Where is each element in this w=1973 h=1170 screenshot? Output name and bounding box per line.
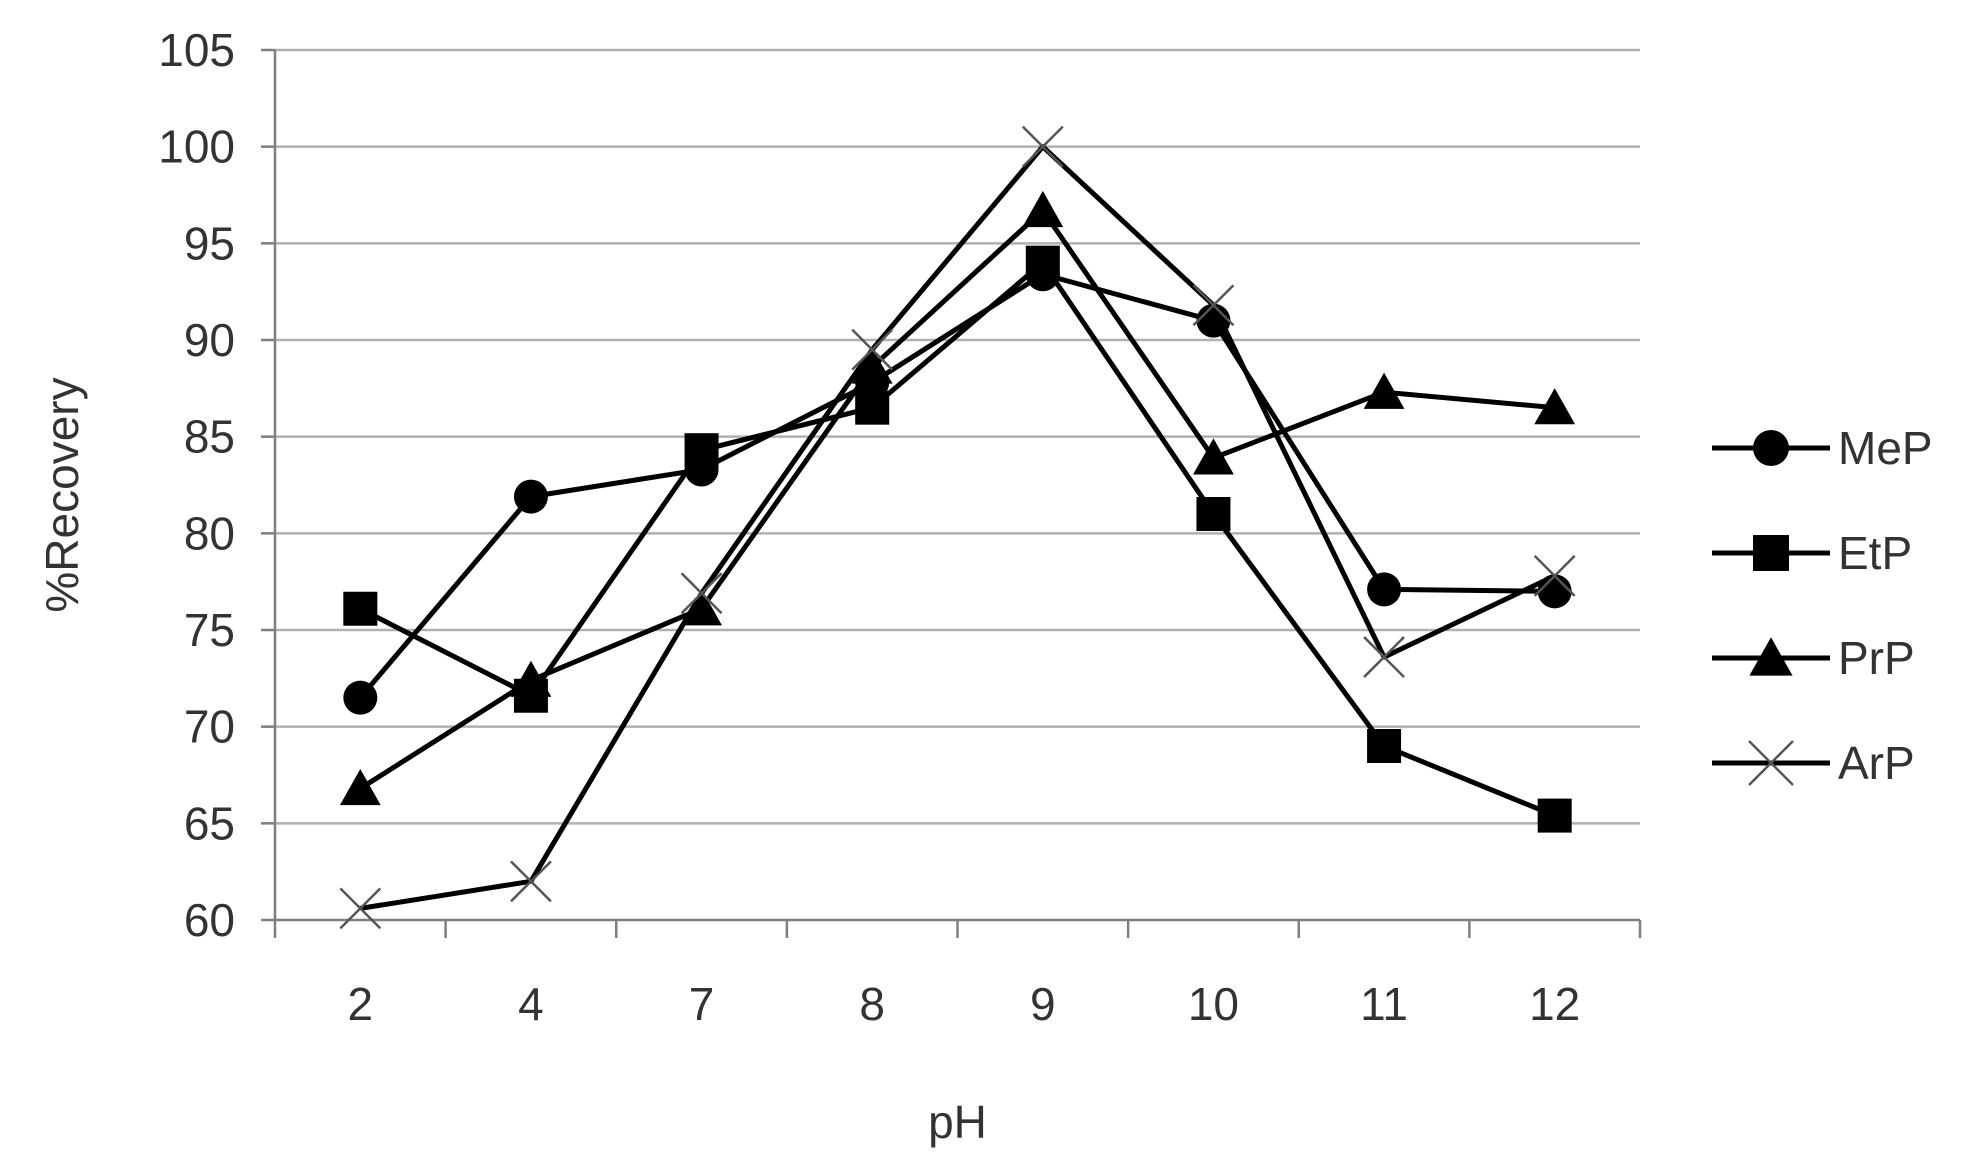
data-point xyxy=(1022,190,1064,228)
y-tick-label: 65 xyxy=(184,797,235,849)
legend-label: EtP xyxy=(1838,527,1912,579)
x-tick-label: 2 xyxy=(348,978,374,1030)
axes xyxy=(261,48,1642,938)
data-point xyxy=(1363,636,1405,678)
x-tick-label: 12 xyxy=(1529,978,1580,1030)
x-tick-label: 10 xyxy=(1188,978,1239,1030)
x-axis-title: pH xyxy=(928,1096,987,1148)
data-point xyxy=(510,860,552,903)
y-tick-label: 75 xyxy=(184,604,235,656)
y-tick-label: 70 xyxy=(184,701,235,753)
data-point xyxy=(1753,535,1789,571)
series-mep xyxy=(343,257,1572,715)
y-tick-label: 95 xyxy=(184,217,235,269)
data-point xyxy=(1363,372,1405,409)
data-point xyxy=(1534,388,1576,425)
y-tick-label: 100 xyxy=(158,121,235,173)
data-point xyxy=(1749,637,1793,676)
data-point xyxy=(855,390,890,425)
data-point xyxy=(1025,245,1060,280)
data-point xyxy=(343,680,378,715)
y-tick-label: 90 xyxy=(184,314,235,366)
x-tick-labels: 2 4 7 8 9 10 11 12 xyxy=(348,978,1581,1030)
data-series xyxy=(339,125,1576,930)
legend-label: PrP xyxy=(1838,632,1915,684)
x-tick-label: 9 xyxy=(1030,978,1056,1030)
legend-item-mep: MeP xyxy=(1712,422,1933,474)
data-point xyxy=(339,887,382,930)
y-axis-title: %Recovery xyxy=(36,377,88,612)
data-point xyxy=(680,572,723,615)
data-point xyxy=(851,328,894,371)
series-arp xyxy=(339,125,1576,930)
x-tick-label: 11 xyxy=(1360,978,1408,1030)
legend: MeP EtP PrP ArP xyxy=(1712,422,1933,789)
data-point xyxy=(1748,740,1794,786)
legend-item-etp: EtP xyxy=(1712,527,1912,579)
data-point xyxy=(684,433,719,468)
series-prp xyxy=(339,190,1576,806)
y-tick-label: 80 xyxy=(184,507,235,559)
gridlines xyxy=(275,48,1640,825)
data-point xyxy=(1367,729,1402,763)
y-tick-label: 85 xyxy=(184,411,235,463)
data-point xyxy=(1021,125,1064,168)
legend-label: ArP xyxy=(1838,737,1915,789)
data-point xyxy=(851,347,893,384)
y-tick-labels: 60 65 70 75 80 85 90 95 100 105 xyxy=(158,24,235,946)
x-tick-label: 8 xyxy=(859,978,885,1030)
y-tick-label: 105 xyxy=(158,24,235,76)
x-tick-label: 4 xyxy=(518,978,544,1030)
legend-item-arp: ArP xyxy=(1712,737,1915,789)
series-etp xyxy=(343,245,1572,833)
data-point xyxy=(1367,572,1402,607)
data-point xyxy=(510,660,552,697)
data-point xyxy=(339,768,381,806)
legend-label: MeP xyxy=(1838,422,1933,474)
data-point xyxy=(1192,284,1235,327)
data-point xyxy=(1753,430,1789,466)
series-line xyxy=(359,260,1556,818)
data-point xyxy=(343,591,378,626)
x-tick-label: 7 xyxy=(689,978,715,1030)
data-point xyxy=(1193,438,1234,475)
data-point xyxy=(513,479,548,514)
y-tick-label: 60 xyxy=(184,894,235,946)
series-line xyxy=(359,144,1556,911)
series-line xyxy=(358,207,1555,791)
data-point xyxy=(681,589,722,626)
data-point xyxy=(1537,798,1572,833)
legend-item-prp: PrP xyxy=(1712,632,1915,684)
data-point xyxy=(1533,554,1576,597)
series-line xyxy=(358,271,1555,700)
data-point xyxy=(1196,497,1231,531)
